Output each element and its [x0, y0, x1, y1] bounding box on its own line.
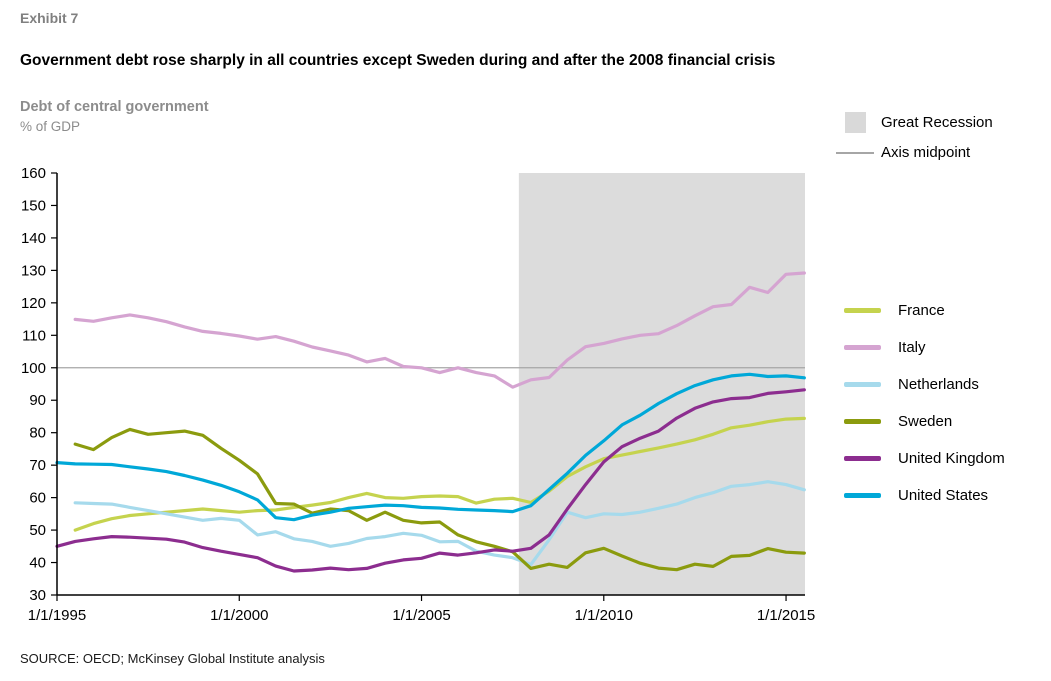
legend-label: Axis midpoint [881, 144, 971, 161]
legend-label: Sweden [898, 413, 953, 430]
annotation-legend: Great Recession Axis midpoint [836, 112, 993, 172]
series-line-united-kingdom [55, 388, 806, 573]
series-line-netherlands [73, 480, 806, 567]
x-tick-label: 1/1/1995 [28, 607, 86, 624]
y-tick-label: 80 [29, 425, 46, 442]
legend-item-sweden: Sweden [844, 411, 1005, 432]
y-tick-label: 120 [21, 295, 46, 312]
united-states-line-swatch [844, 493, 881, 498]
y-tick-label: 30 [29, 587, 46, 604]
recession-swatch-box [836, 112, 874, 133]
y-tick-label: 130 [21, 262, 46, 279]
legend-item-italy: Italy [844, 337, 1005, 358]
axis-midpoint-swatch [836, 151, 874, 154]
italy-line-swatch [844, 345, 881, 350]
netherlands-line-swatch [844, 382, 881, 387]
legend-item-france: France [844, 300, 1005, 321]
legend-item-united-kingdom: United Kingdom [844, 448, 1005, 469]
legend-item-great-recession: Great Recession [836, 112, 993, 133]
legend-label: France [898, 302, 945, 319]
x-tick-label: 1/1/2015 [757, 607, 815, 624]
legend-label: United States [898, 487, 989, 504]
recession-band [518, 173, 805, 595]
chart-unit-label: % of GDP [20, 119, 81, 134]
recession-band-swatch [844, 112, 866, 133]
x-tick-label: 1/1/2000 [210, 607, 268, 624]
x-tick-label: 1/1/2005 [392, 607, 450, 624]
legend-label: Italy [898, 339, 926, 356]
y-tick-label: 150 [21, 197, 46, 214]
y-tick-label: 110 [22, 327, 46, 344]
y-tick-label: 160 [21, 165, 46, 182]
legend-item-united-states: United States [844, 485, 1005, 506]
legend-label: Great Recession [881, 114, 993, 131]
series-legend: France Italy Netherlands Sweden United K… [844, 300, 1005, 522]
legend-label: United Kingdom [898, 450, 1005, 467]
y-tick-label: 50 [29, 522, 46, 539]
y-tick-label: 100 [21, 360, 46, 377]
x-tick-label: 1/1/2010 [575, 607, 633, 624]
chart-subtitle: Debt of central government [20, 99, 209, 115]
y-tick-label: 70 [29, 457, 46, 474]
y-tick-label: 40 [29, 555, 46, 572]
series-line-italy [73, 271, 806, 389]
series-line-france [73, 416, 806, 532]
legend-label: Netherlands [898, 376, 979, 393]
france-line-swatch [844, 308, 881, 313]
midpoint-swatch-box [836, 151, 874, 154]
series-line-united-states [55, 372, 806, 522]
exhibit-label: Exhibit 7 [20, 10, 79, 26]
legend-item-axis-midpoint: Axis midpoint [836, 142, 993, 163]
series-line-sweden [73, 427, 806, 572]
united-kingdom-line-swatch [844, 456, 881, 461]
sweden-line-swatch [844, 419, 881, 424]
y-tick-label: 60 [29, 490, 46, 507]
y-tick-label: 90 [29, 392, 46, 409]
page-title: Government debt rose sharply in all coun… [20, 52, 776, 69]
y-tick-label: 140 [21, 230, 46, 247]
source-note: SOURCE: OECD; McKinsey Global Institute … [20, 651, 325, 666]
legend-item-netherlands: Netherlands [844, 374, 1005, 395]
